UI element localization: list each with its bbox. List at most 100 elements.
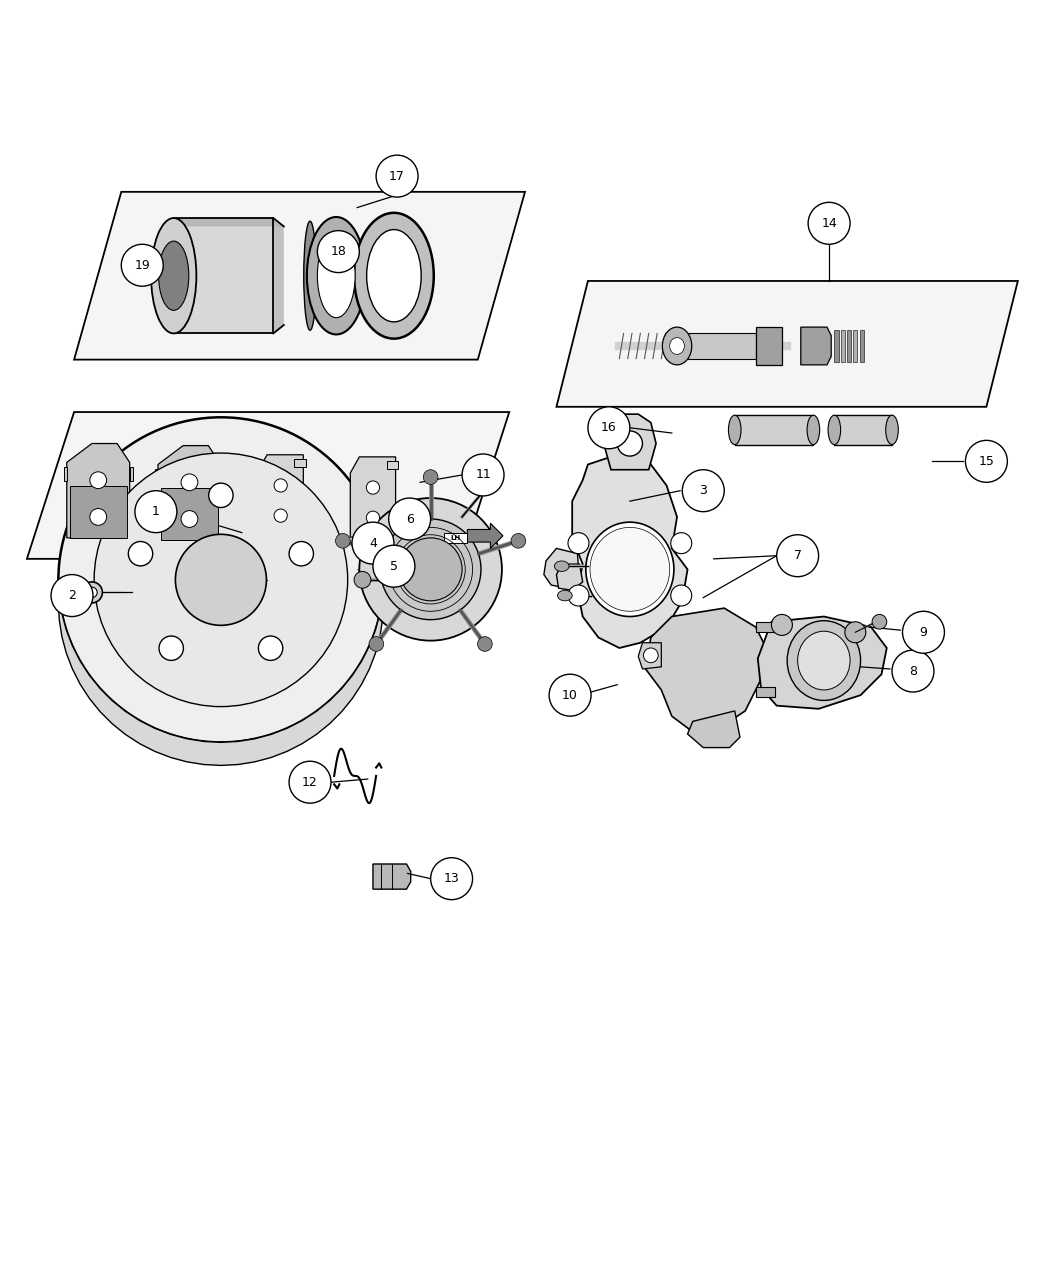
Text: 19: 19	[134, 259, 150, 272]
Polygon shape	[835, 416, 892, 445]
Ellipse shape	[644, 648, 658, 663]
Polygon shape	[572, 454, 688, 648]
Text: 9: 9	[920, 626, 927, 639]
Text: 7: 7	[794, 550, 801, 562]
Ellipse shape	[159, 241, 189, 310]
Polygon shape	[444, 533, 467, 543]
Ellipse shape	[59, 417, 383, 742]
Circle shape	[965, 440, 1007, 482]
Text: 10: 10	[562, 688, 579, 701]
Text: 3: 3	[699, 484, 708, 497]
Text: 4: 4	[369, 537, 377, 550]
Ellipse shape	[845, 622, 866, 643]
Text: 5: 5	[390, 560, 398, 572]
Ellipse shape	[90, 472, 107, 488]
Ellipse shape	[798, 631, 850, 690]
Ellipse shape	[159, 636, 184, 660]
Circle shape	[289, 761, 331, 803]
Ellipse shape	[617, 431, 643, 456]
Text: 12: 12	[302, 775, 318, 789]
Polygon shape	[854, 330, 858, 362]
Ellipse shape	[590, 528, 670, 611]
Ellipse shape	[478, 636, 492, 652]
Ellipse shape	[274, 479, 288, 492]
Circle shape	[777, 534, 819, 576]
Ellipse shape	[354, 571, 371, 588]
Ellipse shape	[788, 621, 861, 700]
Polygon shape	[158, 445, 220, 541]
Ellipse shape	[94, 453, 348, 706]
Polygon shape	[544, 548, 580, 588]
Circle shape	[462, 454, 504, 496]
Circle shape	[134, 491, 176, 533]
Polygon shape	[386, 460, 398, 469]
Ellipse shape	[209, 483, 233, 507]
Polygon shape	[835, 330, 839, 362]
Circle shape	[549, 674, 591, 717]
Polygon shape	[273, 218, 284, 333]
Ellipse shape	[568, 533, 589, 553]
Ellipse shape	[175, 534, 267, 625]
Ellipse shape	[274, 509, 288, 523]
Ellipse shape	[151, 218, 196, 333]
Circle shape	[373, 546, 415, 588]
Polygon shape	[59, 580, 383, 765]
Ellipse shape	[87, 588, 98, 598]
Ellipse shape	[558, 590, 572, 601]
Ellipse shape	[729, 416, 741, 445]
Ellipse shape	[807, 416, 820, 445]
Polygon shape	[129, 467, 132, 481]
Polygon shape	[646, 608, 766, 732]
Ellipse shape	[366, 481, 379, 495]
Circle shape	[892, 650, 933, 692]
Ellipse shape	[181, 510, 197, 528]
Polygon shape	[161, 488, 217, 541]
Ellipse shape	[181, 474, 197, 491]
Polygon shape	[688, 333, 756, 358]
Polygon shape	[258, 455, 303, 536]
Circle shape	[682, 469, 724, 511]
Polygon shape	[756, 687, 775, 697]
Text: 14: 14	[821, 217, 837, 230]
Circle shape	[430, 858, 473, 900]
Polygon shape	[847, 330, 852, 362]
Text: 17: 17	[390, 170, 405, 182]
Polygon shape	[154, 469, 158, 483]
Text: 1: 1	[152, 505, 160, 518]
Text: 16: 16	[601, 421, 616, 435]
Ellipse shape	[359, 499, 502, 640]
Ellipse shape	[423, 469, 438, 484]
Ellipse shape	[82, 581, 103, 603]
Ellipse shape	[873, 615, 887, 629]
Text: 13: 13	[444, 872, 460, 885]
Text: 6: 6	[405, 513, 414, 525]
Polygon shape	[70, 486, 127, 538]
Ellipse shape	[380, 519, 481, 620]
Polygon shape	[801, 328, 832, 365]
Circle shape	[808, 203, 850, 245]
Ellipse shape	[671, 585, 692, 606]
Ellipse shape	[670, 338, 685, 354]
Ellipse shape	[336, 533, 351, 548]
Ellipse shape	[511, 533, 526, 548]
Polygon shape	[373, 864, 411, 889]
Ellipse shape	[586, 523, 674, 617]
Polygon shape	[75, 191, 525, 360]
Ellipse shape	[303, 221, 316, 330]
Polygon shape	[67, 444, 129, 538]
Polygon shape	[467, 523, 503, 548]
Text: 15: 15	[979, 455, 994, 468]
Polygon shape	[351, 456, 396, 537]
Polygon shape	[556, 280, 1017, 407]
Ellipse shape	[369, 636, 383, 652]
Text: 11: 11	[476, 468, 491, 482]
Polygon shape	[173, 218, 273, 333]
Ellipse shape	[258, 636, 282, 660]
Ellipse shape	[671, 533, 692, 553]
Polygon shape	[688, 711, 740, 747]
Ellipse shape	[828, 416, 841, 445]
Text: 2: 2	[68, 589, 76, 602]
Circle shape	[588, 407, 630, 449]
Ellipse shape	[307, 217, 365, 334]
Ellipse shape	[399, 538, 462, 601]
